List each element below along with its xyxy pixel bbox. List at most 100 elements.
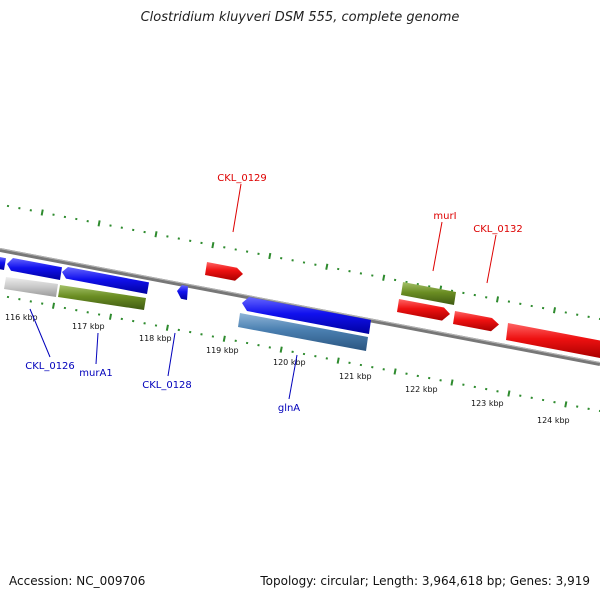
major-tick — [382, 274, 386, 281]
scale-labels: 116 kbp 117 kbp 118 kbp 119 kbp 120 kbp … — [5, 313, 570, 425]
minor-tick — [257, 252, 260, 255]
gene-gray[interactable] — [4, 277, 58, 297]
minor-tick — [29, 209, 32, 212]
minor-tick — [132, 228, 135, 232]
minor-tick — [245, 341, 249, 345]
major-tick — [108, 313, 113, 320]
genome-summary: Topology: circular; Length: 3,964,618 bp… — [260, 574, 590, 588]
minor-tick — [41, 302, 44, 305]
minor-tick — [52, 213, 55, 216]
gene-ckl-0129[interactable] — [205, 262, 243, 281]
major-tick — [393, 368, 397, 375]
gene-ckl-0128[interactable] — [177, 285, 188, 300]
genome-backbone-highlight — [0, 248, 600, 364]
minor-tick — [280, 257, 283, 260]
minor-tick — [587, 407, 590, 410]
minor-tick — [86, 220, 89, 223]
minor-tick — [485, 296, 488, 299]
minor-tick — [200, 333, 203, 336]
minor-tick — [143, 322, 146, 325]
gene-label-muri[interactable]: murI — [433, 211, 456, 222]
major-tick — [154, 231, 158, 238]
minor-tick — [154, 324, 158, 327]
major-tick — [495, 296, 500, 303]
minor-tick — [587, 315, 590, 318]
major-tick — [507, 390, 511, 397]
major-tick — [40, 209, 44, 216]
minor-tick — [245, 250, 249, 253]
leader-line — [232, 183, 242, 233]
scale-label: 122 kbp — [405, 385, 438, 394]
scale-label: 117 kbp — [72, 322, 105, 331]
minor-tick — [63, 306, 67, 310]
gene-muri[interactable] — [401, 282, 456, 305]
minor-tick — [473, 385, 476, 389]
minor-tick — [189, 330, 192, 334]
minor-tick — [530, 304, 533, 308]
gene-label-ckl-0132[interactable]: CKL_0132 — [473, 224, 523, 235]
minor-tick — [166, 235, 169, 238]
minor-tick — [18, 298, 21, 301]
reverse-gene-labels: CKL_0126 murA1 CKL_0128 glnA — [25, 308, 300, 414]
minor-tick — [359, 272, 363, 275]
minor-tick — [393, 278, 397, 282]
major-tick — [564, 401, 568, 408]
minor-tick — [314, 263, 317, 266]
scale-label: 118 kbp — [139, 334, 172, 343]
leader-line — [95, 332, 99, 365]
minor-tick — [302, 261, 306, 264]
minor-tick — [473, 293, 476, 297]
gene-ckl-0126[interactable] — [7, 258, 62, 280]
minor-tick — [325, 357, 328, 360]
minor-tick — [143, 230, 146, 234]
gene-label-ckl-0126[interactable]: CKL_0126 — [25, 361, 75, 372]
major-tick — [165, 324, 169, 331]
gene-label-ckl-0128[interactable]: CKL_0128 — [142, 380, 192, 391]
minor-tick — [234, 339, 237, 342]
forward-strand-genes — [205, 262, 456, 305]
scale-label: 124 kbp — [537, 416, 570, 425]
lower-tick-ring — [6, 295, 600, 413]
upper-tick-ring — [6, 204, 600, 321]
minor-tick — [371, 274, 374, 277]
minor-tick — [507, 300, 511, 303]
gene-red-a[interactable] — [397, 299, 450, 321]
scale-label: 116 kbp — [5, 313, 38, 322]
minor-tick — [6, 295, 10, 299]
minor-tick — [564, 311, 567, 314]
gene-ckl-0125[interactable] — [0, 257, 6, 270]
minor-tick — [576, 405, 579, 408]
gene-label-ckl-0129[interactable]: CKL_0129 — [217, 173, 267, 184]
minor-tick — [541, 306, 545, 310]
leader-line — [432, 221, 443, 272]
minor-tick — [177, 237, 180, 240]
minor-tick — [291, 350, 294, 353]
minor-tick — [6, 204, 10, 208]
minor-tick — [530, 396, 533, 399]
minor-tick — [439, 379, 442, 382]
gene-label-mura1[interactable]: murA1 — [79, 368, 112, 379]
leader-line — [29, 308, 51, 358]
gene-glna[interactable] — [242, 297, 371, 334]
minor-tick — [598, 409, 600, 413]
accession-label: Accession: NC_009706 — [9, 574, 146, 588]
minor-tick — [120, 226, 123, 229]
gene-ckl-0132[interactable] — [506, 323, 600, 358]
gene-green-lower[interactable] — [58, 285, 146, 310]
major-tick — [222, 335, 226, 342]
gene-red-b[interactable] — [453, 311, 499, 332]
gene-steel[interactable] — [238, 313, 368, 351]
gene-label-glna[interactable]: glnA — [278, 403, 300, 414]
scale-label: 123 kbp — [471, 399, 504, 408]
minor-tick — [371, 366, 374, 369]
minor-tick — [348, 270, 351, 273]
minor-tick — [553, 401, 556, 404]
minor-tick — [576, 313, 579, 316]
minor-tick — [314, 355, 317, 358]
forward-gene-labels: CKL_0129 murI CKL_0132 — [217, 173, 523, 284]
leader-line — [486, 234, 497, 284]
minor-tick — [348, 361, 351, 364]
gene-mura1[interactable] — [62, 267, 149, 294]
other-genes — [4, 277, 368, 351]
